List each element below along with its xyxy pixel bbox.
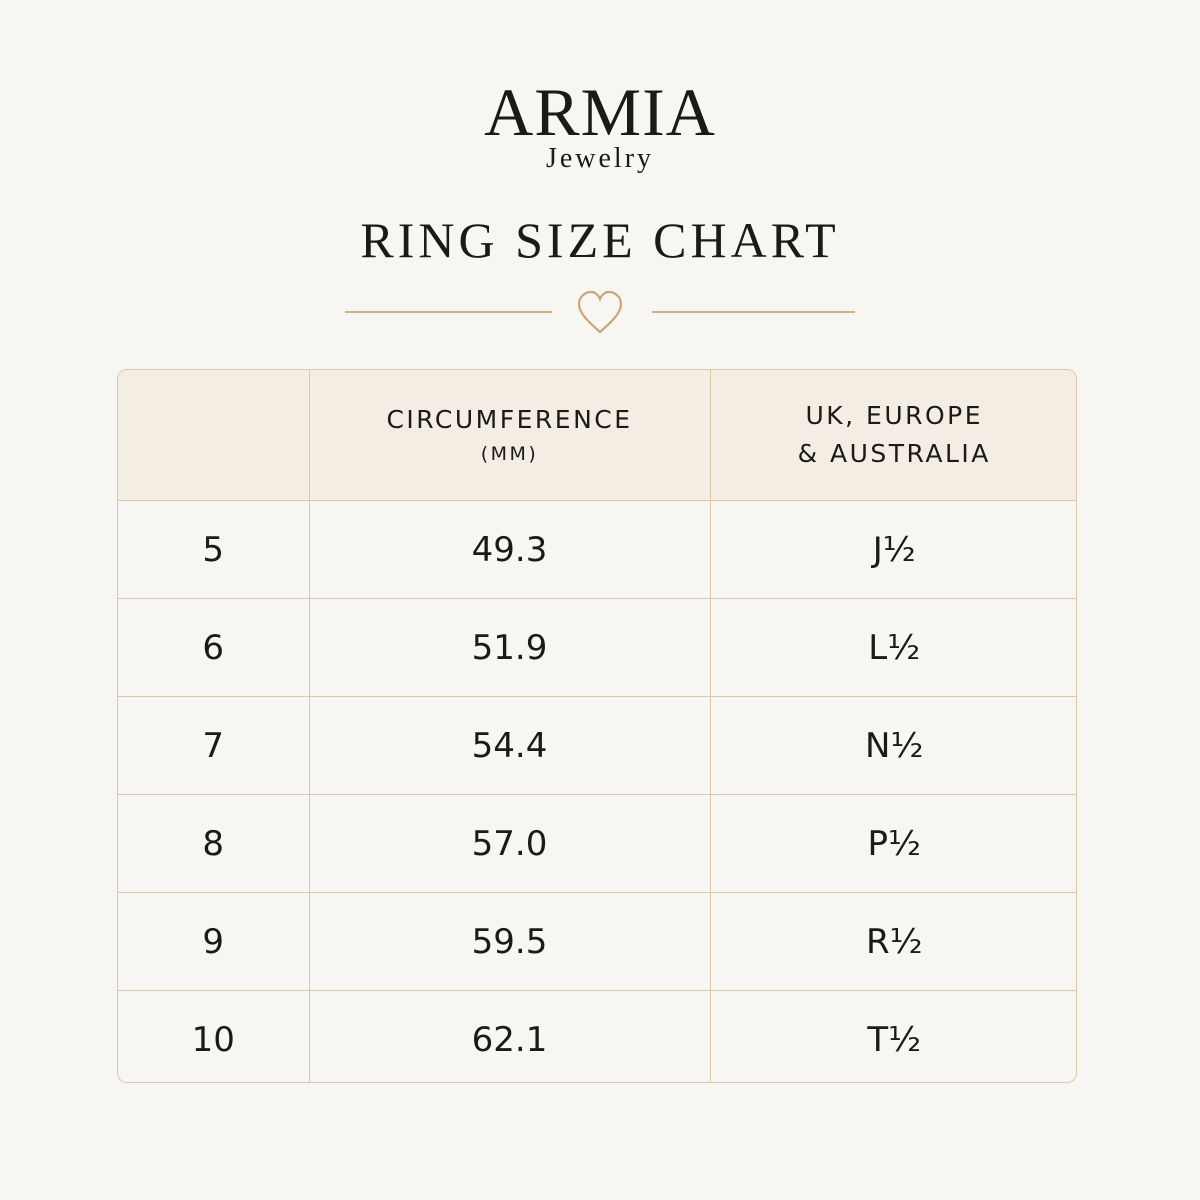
us-size: 6 <box>118 598 310 697</box>
heart-icon <box>577 290 623 334</box>
us-size: 10 <box>118 990 310 1082</box>
table-row: 6 51.9 L½ <box>118 598 1076 697</box>
uk-size: L½ <box>709 598 1076 697</box>
header-cell-empty <box>118 370 310 501</box>
table-row: 5 49.3 J½ <box>118 500 1076 599</box>
header-text: CIRCUMFERENCE <box>386 405 633 434</box>
uk-size: T½ <box>709 990 1076 1082</box>
header-cell: UK, EUROPE & AUSTRALIA <box>709 370 1076 501</box>
table-row: 10 62.1 T½ <box>118 990 1076 1082</box>
circumference: 49.3 <box>308 500 711 599</box>
table-row: 9 59.5 R½ <box>118 892 1076 991</box>
header-row: CIRCUMFERENCE (MM) UK, EUROPE & AUSTRALIA <box>118 370 1076 501</box>
table-header: CIRCUMFERENCE (MM) UK, EUROPE & AUSTRALIA <box>118 370 1076 501</box>
circumference: 57.0 <box>308 794 711 893</box>
us-size: 5 <box>118 500 310 599</box>
circumference: 59.5 <box>308 892 711 991</box>
header-text: (MM) <box>480 443 539 465</box>
circumference: 51.9 <box>308 598 711 697</box>
table-body: 5 49.3 J½ 6 51.9 L½ 7 54.4 N½ 8 57.0 P½ 9 59.5 R½ 10 62.… <box>118 500 1076 1082</box>
uk-size: P½ <box>709 794 1076 893</box>
uk-size: J½ <box>709 500 1076 599</box>
sub-brand: Jewelry <box>545 143 655 174</box>
circumference: 62.1 <box>308 990 711 1082</box>
divider <box>345 290 855 334</box>
table-row: 7 54.4 N½ <box>118 696 1076 795</box>
us-size: 9 <box>118 892 310 991</box>
table-row: 8 57.0 P½ <box>118 794 1076 893</box>
circumference: 54.4 <box>308 696 711 795</box>
us-size: 8 <box>118 794 310 893</box>
header-cell: CIRCUMFERENCE (MM) <box>308 370 711 501</box>
us-size: 7 <box>118 696 310 795</box>
uk-size: N½ <box>709 696 1076 795</box>
brand: ARMIA <box>484 74 716 150</box>
header-text: UK, EUROPE <box>805 401 984 430</box>
header-text: & AUSTRALIA <box>797 439 991 468</box>
uk-size: R½ <box>709 892 1076 991</box>
title: RING SIZE CHART <box>360 212 840 268</box>
table: CIRCUMFERENCE (MM) UK, EUROPE & AUSTRALIA 5… <box>118 370 1076 1082</box>
size-table: CIRCUMFERENCE (MM) UK, EUROPE & AUSTRALIA 5… <box>117 369 1077 1083</box>
